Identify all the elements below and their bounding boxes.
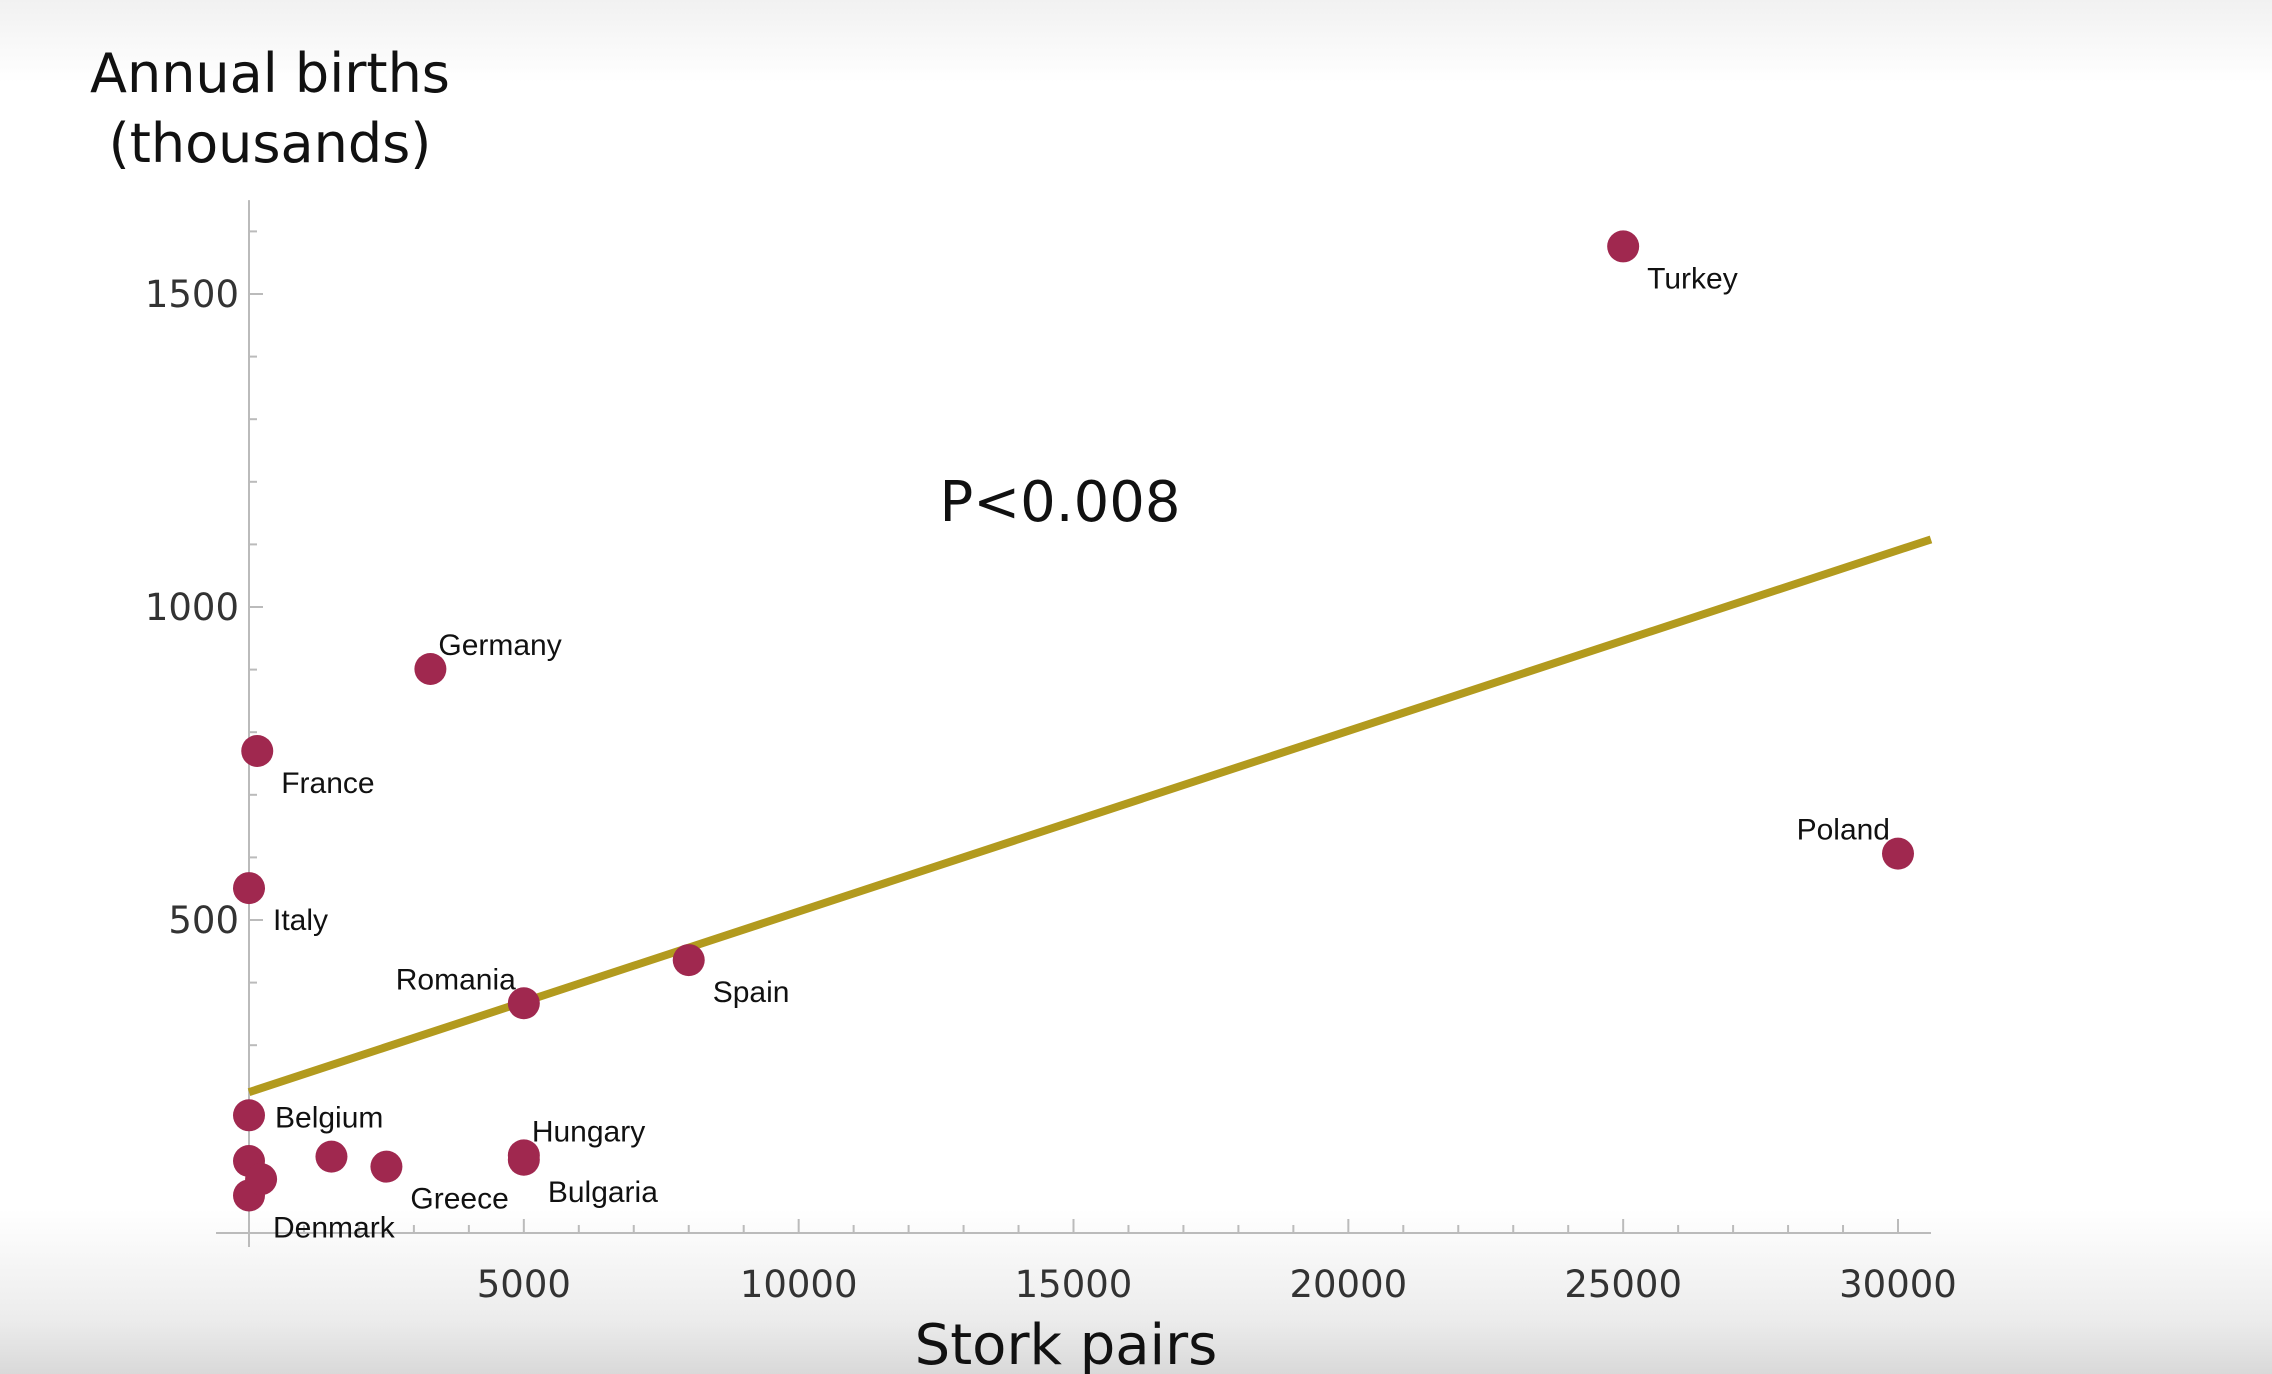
- x-tick-label: 5000: [477, 1263, 571, 1306]
- y-tick-label: 1500: [145, 273, 239, 316]
- regression-line: [247, 535, 1933, 1096]
- data-point: [315, 1140, 348, 1173]
- x-tick-label: 20000: [1289, 1263, 1407, 1306]
- x-tick-label: 25000: [1564, 1263, 1682, 1306]
- data-point: [507, 987, 540, 1020]
- data-point: [370, 1150, 403, 1183]
- x-tick-label: 30000: [1839, 1263, 1957, 1306]
- y-tick-label: 500: [168, 899, 239, 942]
- point-label: Germany: [438, 629, 561, 662]
- x-tick-label: 15000: [1015, 1263, 1133, 1306]
- data-point: [507, 1143, 540, 1176]
- data-point: [672, 944, 705, 977]
- point-label: Bulgaria: [548, 1176, 658, 1209]
- fit-line-layer: [247, 535, 1933, 1096]
- point-label: Belgium: [275, 1101, 383, 1134]
- point-label: Denmark: [273, 1211, 396, 1244]
- data-point: [233, 1099, 265, 1132]
- data-point: [414, 652, 447, 685]
- point-label: Italy: [273, 904, 328, 937]
- data-point: [1882, 837, 1914, 870]
- point-label: Greece: [410, 1183, 508, 1216]
- points-layer: [233, 230, 1914, 1212]
- point-label: Poland: [1797, 814, 1890, 847]
- point-label: Romania: [396, 963, 516, 996]
- p-value-annotation: P<0.008: [939, 470, 1180, 535]
- y-axis-label-line-2: (thousands): [109, 112, 432, 175]
- point-label: Spain: [713, 976, 790, 1009]
- data-point: [245, 1163, 278, 1196]
- x-tick-label: 10000: [740, 1263, 858, 1306]
- y-tick-label: 1000: [145, 586, 239, 629]
- y-axis-label-line-1: Annual births: [90, 42, 450, 105]
- x-axis-label: Stork pairs: [915, 1313, 1218, 1374]
- data-point: [241, 734, 274, 767]
- point-label: Hungary: [532, 1115, 645, 1148]
- axes-layer: [216, 200, 1931, 1247]
- data-point: [233, 872, 265, 905]
- text-layer: Annual births (thousands) Stork pairs P<…: [90, 42, 1957, 1374]
- point-label: Turkey: [1647, 262, 1738, 295]
- data-point: [1607, 230, 1640, 263]
- point-label: France: [281, 767, 374, 800]
